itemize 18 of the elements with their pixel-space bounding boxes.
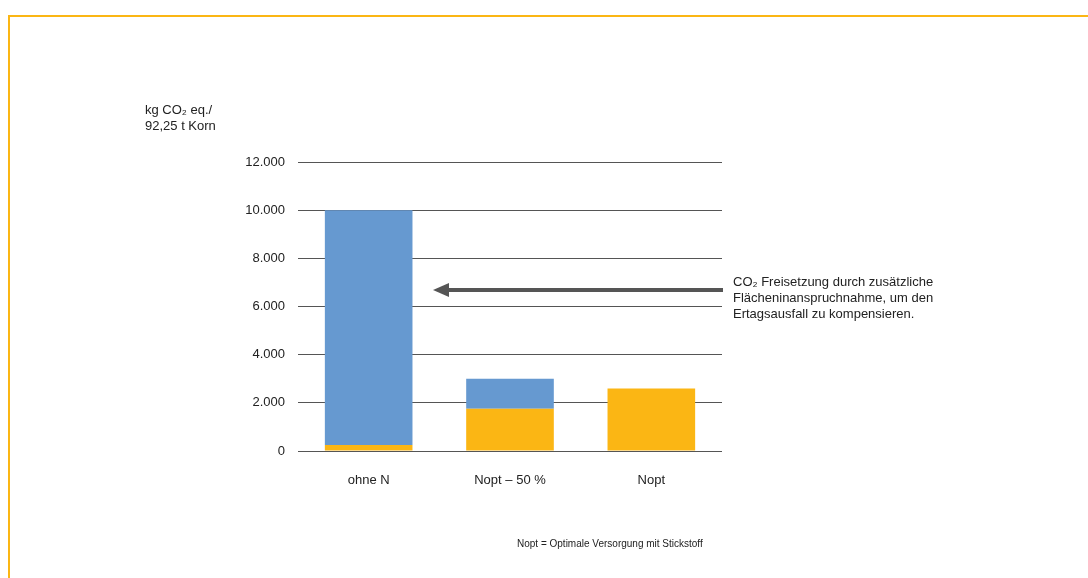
bar bbox=[324, 444, 413, 451]
y-tick-label: 4.000 bbox=[252, 346, 285, 362]
y-tick-label: 12.000 bbox=[245, 153, 285, 169]
y-tick-label: 6.000 bbox=[252, 298, 285, 314]
text: Nopt = Optimale Versorgung mit Stickstoff bbox=[517, 537, 703, 551]
bar bbox=[466, 378, 554, 409]
x-tick-label: Nopt bbox=[637, 472, 666, 488]
bar bbox=[466, 408, 554, 451]
x-tick-label: ohne N bbox=[347, 472, 390, 488]
y-tick-label: 8.000 bbox=[252, 249, 285, 265]
x-tick-label: Nopt – 50 % bbox=[474, 472, 547, 488]
text: CO₂ Freisetzung durch zusätzliche Flächeninanspruchnahme, um den Ertagsausfall zu kompensieren. bbox=[733, 274, 935, 322]
y-axis-title: kg CO₂ eq./ 92,25 t Korn bbox=[145, 102, 216, 134]
y-tick-label: 2.000 bbox=[252, 394, 285, 410]
y-tick-label: 10.000 bbox=[245, 201, 285, 217]
y-tick-label: 0 bbox=[277, 442, 285, 458]
bar bbox=[324, 210, 413, 445]
bar bbox=[607, 388, 696, 451]
